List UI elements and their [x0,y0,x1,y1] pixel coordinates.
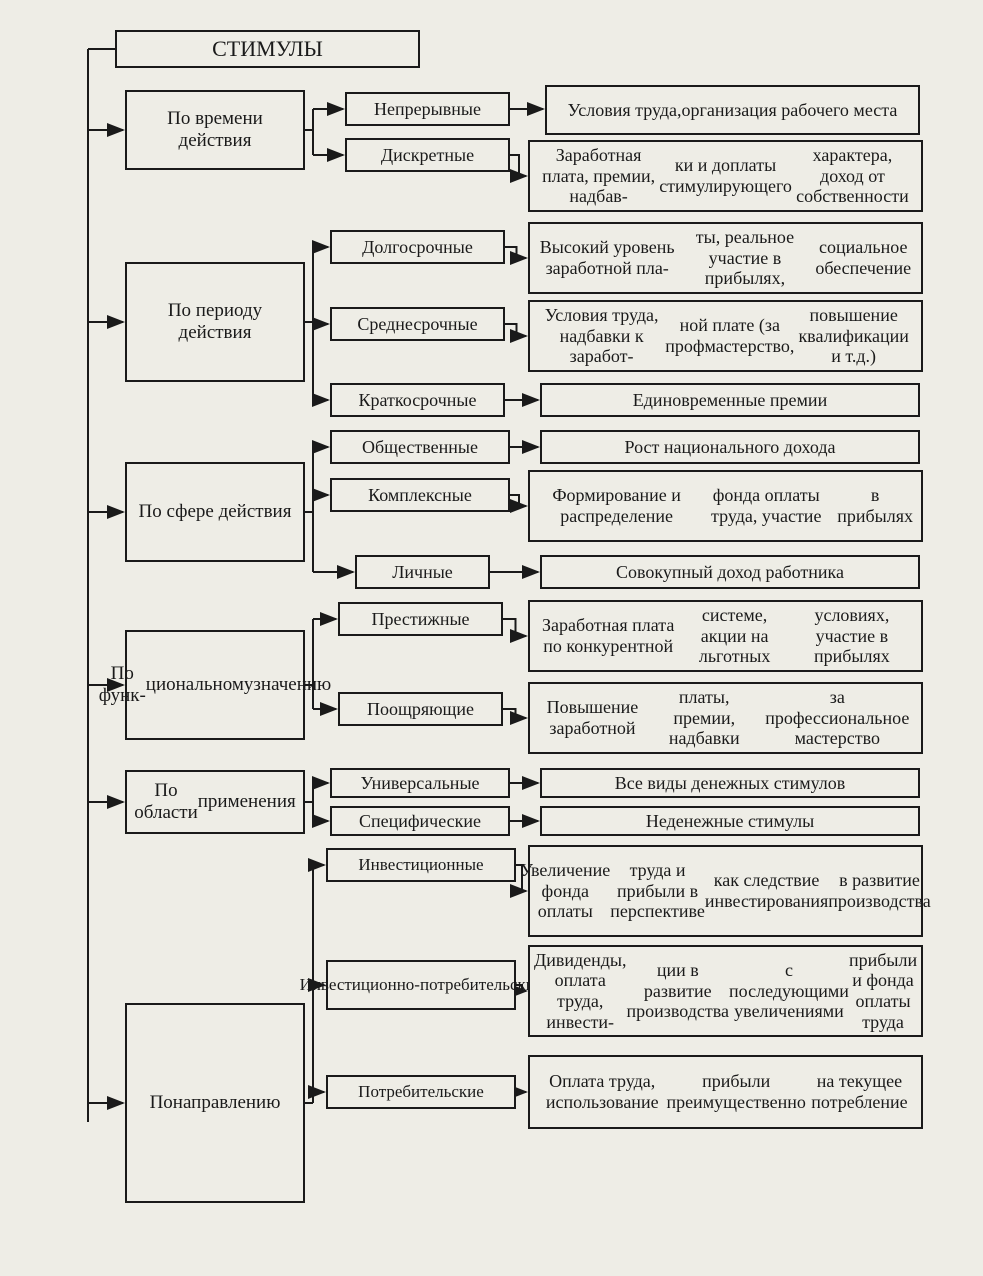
out-applic-0: Все виды денежных стимулов [540,768,920,798]
out-direction-1: Дивиденды, оплата труда, инвести-ции в р… [528,945,923,1037]
sub-applic-0: Универсальные [330,768,510,798]
out-time-1: Заработная плата, премии, надбав-ки и до… [528,140,923,212]
sub-sphere-0: Общественные [330,430,510,464]
out-func-1: Повышение заработнойплаты, премии, надба… [528,682,923,754]
sub-func-0: Престижные [338,602,503,636]
category-func: По функ-циональномузначению [125,630,305,740]
sub-func-1: Поощряющие [338,692,503,726]
sub-period-2: Краткосрочные [330,383,505,417]
out-direction-0: Увеличение фонда оплатытруда и прибыли в… [528,845,923,937]
sub-applic-1: Специфические [330,806,510,836]
sub-period-1: Среднесрочные [330,307,505,341]
out-time-0: Условия труда,организация рабочего места [545,85,920,135]
sub-sphere-1: Комплексные [330,478,510,512]
category-direction: Понаправлению [125,1003,305,1203]
out-direction-2: Оплата труда, использованиеприбыли преим… [528,1055,923,1129]
out-sphere-1: Формирование и распределениефонда оплаты… [528,470,923,542]
out-sphere-2: Совокупный доход работника [540,555,920,589]
sub-direction-0: Инвестиционные [326,848,516,882]
out-func-0: Заработная плата по конкурентнойсистеме,… [528,600,923,672]
category-time: По времени действия [125,90,305,170]
category-applic: По областиприменения [125,770,305,834]
out-period-0: Высокий уровень заработной пла-ты, реаль… [528,222,923,294]
sub-direction-2: Потребительские [326,1075,516,1109]
category-period: По периоду действия [125,262,305,382]
sub-sphere-2: Личные [355,555,490,589]
sub-direction-1: Инвестиционно-потребительские [326,960,516,1010]
category-sphere: По сфере действия [125,462,305,562]
out-period-1: Условия труда, надбавки к заработ-ной пл… [528,300,923,372]
out-sphere-0: Рост национального дохода [540,430,920,464]
out-applic-1: Неденежные стимулы [540,806,920,836]
root-title: СТИМУЛЫ [115,30,420,68]
sub-time-0: Непрерывные [345,92,510,126]
out-period-2: Единовременные премии [540,383,920,417]
sub-time-1: Дискретные [345,138,510,172]
sub-period-0: Долгосрочные [330,230,505,264]
